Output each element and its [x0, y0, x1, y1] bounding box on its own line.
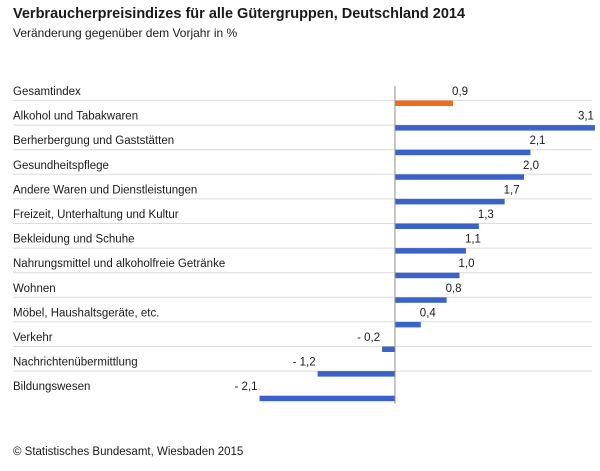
bar	[395, 297, 447, 303]
value-label: 1,7	[504, 184, 520, 196]
category-label: Gesamtindex	[13, 86, 81, 98]
bar	[395, 149, 531, 156]
bar	[259, 395, 395, 402]
category-label: Berherbergung und Gaststätten	[13, 135, 174, 147]
source-note: © Statistisches Bundesamt, Wiesbaden 201…	[13, 446, 244, 458]
category-label: Verkehr	[13, 332, 53, 344]
chart-title: Verbraucherpreisindizes für alle Gütergr…	[13, 6, 466, 22]
bar	[395, 272, 460, 279]
category-label: Nahrungsmittel und alkoholfreie Getränke	[13, 258, 225, 270]
value-label: - 2,1	[235, 381, 258, 393]
bar	[395, 223, 479, 229]
value-label: 2,0	[523, 160, 539, 172]
value-labels: 0,9 3,1 2,1 2,01,7 1,3 1,1 1,0 0,8 0,4 - 0,2 - 1,2…	[235, 86, 594, 393]
category-label: Freizeit, Unterhaltung und Kultur	[13, 209, 179, 221]
bar	[395, 248, 466, 254]
category-labels: Gesamtindex Alkohol und Tabakwaren Berherb…	[13, 86, 225, 393]
value-label: 2,1	[529, 135, 545, 147]
value-label: 1,1	[465, 234, 481, 246]
value-label: 0,9	[452, 86, 468, 98]
bar	[395, 125, 595, 131]
bar	[395, 174, 524, 180]
value-label: 1,3	[478, 209, 494, 221]
category-label: Wohnen	[13, 283, 56, 295]
bar	[395, 198, 505, 205]
value-label: 0,4	[420, 307, 437, 319]
category-label: Bildungswesen	[13, 381, 90, 393]
bar	[395, 321, 421, 328]
category-label: Möbel, Haushaltsgeräte, etc.	[13, 307, 159, 319]
category-label: Andere Waren und Dienstleistungen	[13, 184, 197, 196]
value-label: 3,1	[578, 111, 594, 123]
category-label: Gesundheitspflege	[13, 160, 109, 172]
bar	[317, 371, 395, 377]
category-label: Nachrichtenübermittlung	[13, 357, 138, 369]
value-label: - 1,2	[293, 357, 316, 369]
bar	[395, 100, 454, 106]
bar	[382, 346, 395, 352]
bars	[259, 100, 595, 402]
value-label: 0,8	[446, 283, 462, 295]
category-label: Bekleidung und Schuhe	[13, 234, 135, 246]
value-label: 1,0	[459, 258, 475, 270]
category-label: Alkohol und Tabakwaren	[13, 111, 138, 123]
value-label: - 0,2	[357, 332, 380, 344]
chart-subtitle: Veränderung gegenüber dem Vorjahr in %	[13, 26, 238, 40]
